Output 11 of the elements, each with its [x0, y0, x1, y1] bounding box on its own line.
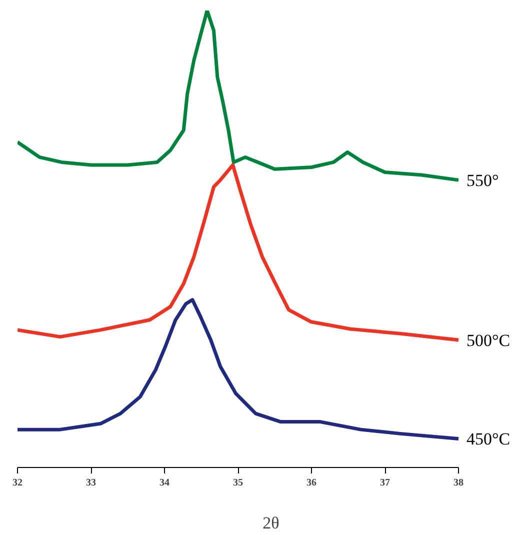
x-axis-title: 2θ — [262, 514, 280, 532]
x-tick-label: 37 — [380, 478, 390, 488]
series-label: 500°C — [466, 330, 510, 350]
x-tick-label: 38 — [454, 478, 464, 488]
x-tick-label: 32 — [12, 478, 22, 488]
x-tick-label: 34 — [160, 478, 170, 488]
x-tick-label: 33 — [86, 478, 96, 488]
series-label: 450°C — [466, 430, 510, 449]
x-tick-label: 35 — [233, 478, 243, 488]
x-tick-label: 36 — [306, 478, 316, 488]
series-label: 550° — [466, 171, 499, 190]
